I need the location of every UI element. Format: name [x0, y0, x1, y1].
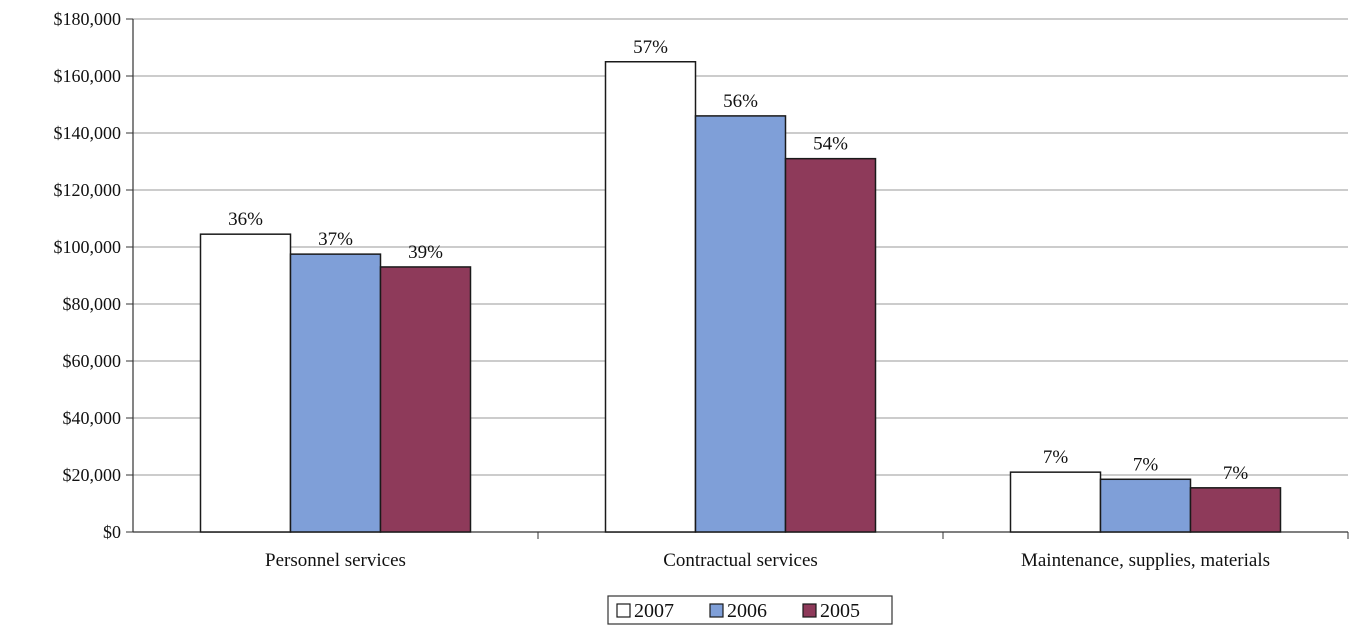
- legend-box: [607, 595, 893, 625]
- data-label: 54%: [813, 134, 848, 155]
- y-tick-label: $60,000: [63, 351, 122, 371]
- bar: [1099, 478, 1192, 533]
- bar: [199, 233, 292, 533]
- data-label: 56%: [723, 91, 758, 112]
- data-label: 57%: [633, 37, 668, 58]
- x-tick-label: Maintenance, supplies, materials: [1021, 550, 1270, 571]
- data-label: 36%: [228, 209, 263, 230]
- legend-swatch: [802, 603, 817, 618]
- y-tick-label: $80,000: [63, 294, 122, 314]
- legend-swatch: [709, 603, 724, 618]
- bar: [1009, 471, 1102, 533]
- data-label: 7%: [1223, 463, 1249, 484]
- legend-swatch: [616, 603, 631, 618]
- legend: 2007 2006 2005: [607, 595, 893, 625]
- bar: [604, 61, 697, 533]
- legend-label: 2006: [727, 600, 767, 622]
- y-tick-label: $0: [103, 522, 121, 542]
- bar: [379, 266, 472, 533]
- bar: [784, 157, 877, 533]
- data-label: 7%: [1043, 447, 1069, 468]
- y-tick-label: $100,000: [54, 237, 122, 257]
- axes: $0 $20,000 $40,000 $60,000 $80,000 $100,000 $1…: [54, 9, 1349, 571]
- x-tick-label: Contractual services: [663, 550, 818, 571]
- bar: [1189, 487, 1282, 533]
- x-tick-label: Personnel services: [265, 550, 406, 571]
- y-tick-label: $160,000: [54, 66, 122, 86]
- legend-label: 2007: [634, 600, 674, 622]
- data-label: 39%: [408, 242, 443, 263]
- data-label: 7%: [1133, 454, 1159, 475]
- y-tick-label: $120,000: [54, 180, 122, 200]
- bar: [694, 115, 787, 533]
- data-label: 37%: [318, 229, 353, 250]
- legend-label: 2005: [820, 600, 860, 622]
- bars: [199, 61, 1282, 533]
- y-tick-label: $20,000: [63, 465, 122, 485]
- y-tick-label: $180,000: [54, 9, 122, 29]
- data-labels: 36% 37% 39% 57% 56% 54% 7% 7% 7%: [228, 37, 1248, 484]
- y-tick-label: $40,000: [63, 408, 122, 428]
- bar: [289, 253, 382, 533]
- y-tick-label: $140,000: [54, 123, 122, 143]
